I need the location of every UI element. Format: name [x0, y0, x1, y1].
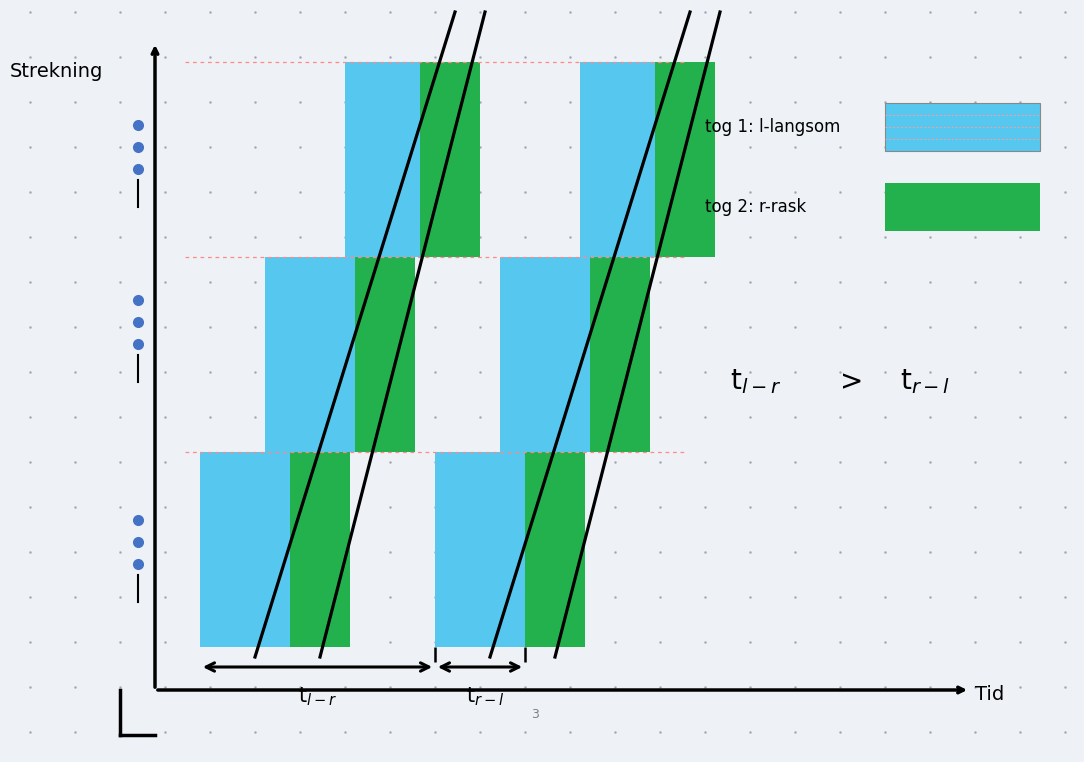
Bar [291, 452, 350, 647]
Text: t$_{l-r}$: t$_{l-r}$ [730, 367, 782, 396]
Bar [420, 62, 480, 257]
Bar [354, 257, 415, 452]
Bar [500, 257, 615, 452]
Bar [580, 62, 695, 257]
Text: >: > [840, 368, 863, 396]
Text: t$_{l-r}$: t$_{l-r}$ [298, 685, 337, 708]
Text: Strekning: Strekning [10, 62, 103, 81]
Text: 3: 3 [531, 708, 539, 721]
Bar [885, 183, 1040, 231]
Bar [525, 452, 585, 647]
Bar [201, 452, 315, 647]
Bar [885, 103, 1040, 151]
Bar [345, 62, 460, 257]
Text: tog 2: r-rask: tog 2: r-rask [705, 198, 806, 216]
Bar [590, 257, 650, 452]
Bar [435, 452, 550, 647]
Text: tog 1: l-langsom: tog 1: l-langsom [705, 118, 840, 136]
Text: Tid: Tid [975, 686, 1004, 705]
Bar [264, 257, 380, 452]
Text: t$_{r-l}$: t$_{r-l}$ [466, 685, 504, 708]
Bar [655, 62, 715, 257]
Text: t$_{r-l}$: t$_{r-l}$ [900, 367, 951, 396]
